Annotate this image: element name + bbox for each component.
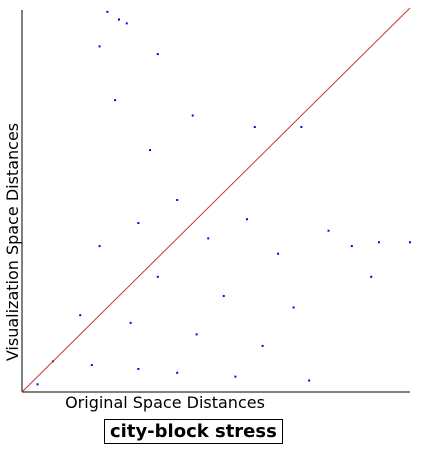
data-point	[129, 321, 132, 324]
reference-diagonal	[21, 7, 411, 393]
data-point	[149, 149, 152, 152]
data-point	[176, 199, 179, 201]
data-point	[370, 275, 373, 278]
data-point	[98, 45, 101, 48]
data-point	[156, 275, 159, 278]
data-point	[350, 245, 353, 248]
data-point	[106, 10, 109, 13]
data-point	[207, 237, 210, 240]
data-point	[277, 252, 280, 255]
data-point	[377, 241, 380, 244]
data-point	[98, 245, 101, 248]
y-axis-label: Visualization Space Distances	[3, 122, 22, 362]
data-point	[90, 364, 93, 367]
data-point	[114, 99, 117, 102]
data-point	[292, 306, 295, 309]
data-point	[261, 344, 264, 347]
data-point	[79, 314, 82, 317]
data-point	[36, 383, 39, 386]
data-point	[118, 18, 120, 21]
data-point	[222, 295, 225, 297]
data-point	[195, 333, 198, 336]
x-axis-label: Original Space Distances	[65, 393, 265, 412]
data-point	[191, 114, 194, 117]
data-point	[137, 222, 140, 225]
data-point	[327, 229, 330, 232]
data-point	[253, 126, 256, 129]
data-point	[137, 367, 140, 370]
data-point	[246, 218, 249, 221]
data-point	[300, 126, 303, 129]
data-point	[176, 371, 179, 374]
data-point	[125, 22, 128, 25]
data-point	[156, 53, 159, 56]
data-point	[234, 375, 237, 378]
chart-title: city-block stress	[104, 419, 283, 444]
data-point	[409, 241, 411, 244]
data-point	[308, 379, 311, 382]
point-group	[36, 10, 411, 386]
